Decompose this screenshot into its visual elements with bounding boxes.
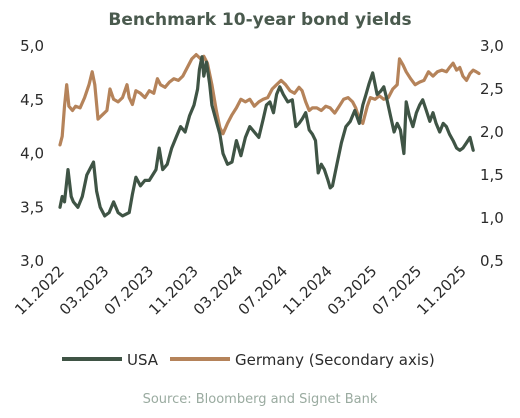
right-axis-tick-label: 3,0 (480, 37, 504, 55)
left-axis-ticks: 3,0 3,5 4,0 4,5 5,0 (20, 37, 44, 270)
right-axis-tick-label: 1,0 (480, 209, 504, 227)
right-axis-tick-label: 1,5 (480, 166, 504, 184)
source-note: Source: Bloomberg and Signet Bank (143, 392, 378, 407)
x-axis-ticks: 11.202203.202307.202311.202303.202407.20… (11, 262, 470, 319)
right-axis-tick-label: 2,0 (480, 123, 504, 141)
series-lines (58, 53, 481, 218)
legend-label-germany: Germany (Secondary axis) (235, 351, 435, 369)
right-axis-tick-label: 2,5 (480, 80, 504, 98)
series-line-usa (58, 55, 475, 218)
right-axis-tick-label: 0,5 (480, 252, 504, 270)
legend-label-usa: USA (127, 351, 159, 369)
left-axis-tick-label: 4,0 (20, 145, 44, 163)
left-axis-tick-label: 5,0 (20, 37, 44, 55)
left-axis-tick-label: 3,0 (20, 252, 44, 270)
legend: USA Germany (Secondary axis) (62, 351, 435, 369)
chart-title: Benchmark 10-year bond yields (108, 10, 411, 30)
right-axis-ticks: 0,5 1,0 1,5 2,0 2,5 3,0 (480, 37, 504, 270)
x-axis-tick-label: 11.2025 (413, 262, 470, 319)
left-axis-tick-label: 3,5 (20, 198, 44, 216)
series-line-germany (58, 53, 481, 147)
left-axis-tick-label: 4,5 (20, 91, 44, 109)
